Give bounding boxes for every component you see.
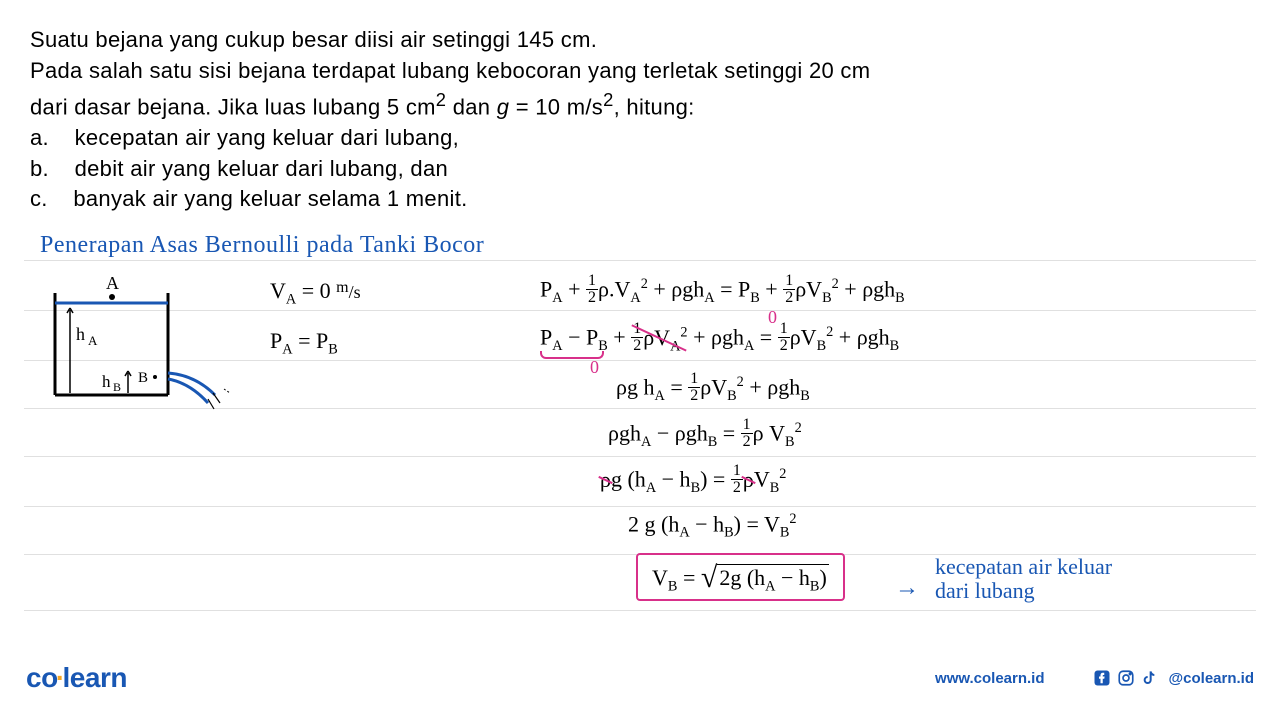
footer-right: www.colearn.id @colearn.id bbox=[935, 669, 1254, 687]
problem-line-1: Suatu bejana yang cukup besar diisi air … bbox=[30, 25, 870, 56]
eq-result: VB = √2g (hA − hB) bbox=[540, 553, 905, 585]
arrow-icon: → bbox=[895, 575, 919, 602]
svg-text:h: h bbox=[102, 372, 111, 391]
bernoulli-eq: PA + 12ρ.VA2 + ρghA = PB + 12ρVB2 + ρghB bbox=[540, 275, 905, 307]
eq-pa-pb: PA = PB bbox=[270, 328, 361, 360]
tank-diagram: A h A h B B bbox=[40, 275, 230, 415]
footer: co·learn www.colearn.id @colearn.id bbox=[0, 662, 1280, 694]
eq-step6: 2 g (hA − hB) = VB2 bbox=[540, 511, 905, 543]
result-annotation: kecepatan air keluar dari lubang bbox=[935, 555, 1112, 603]
footer-url: www.colearn.id bbox=[935, 670, 1044, 687]
problem-line-3: dari dasar bejana. Jika luas lubang 5 cm… bbox=[30, 87, 870, 123]
svg-text:A: A bbox=[88, 333, 98, 348]
eq-step4: ρghA − ρghB = 12ρ VB2 bbox=[540, 419, 905, 451]
eq-va: VA = 0 m/s bbox=[270, 278, 361, 310]
eq-step2: PA − PB 0 + 12ρVA2 0 + ρghA = 12ρVB2 + ρ… bbox=[540, 323, 905, 355]
section-title: Penerapan Asas Bernoulli pada Tanki Boco… bbox=[40, 232, 484, 259]
left-equations: VA = 0 m/s PA = PB bbox=[270, 278, 361, 364]
instagram-icon bbox=[1117, 669, 1135, 687]
svg-text:B: B bbox=[138, 370, 148, 386]
tiktok-icon bbox=[1141, 669, 1157, 687]
eq-step5: ρg (hA − hB) = 12ρVB2 bbox=[540, 465, 905, 497]
svg-text:B: B bbox=[113, 380, 121, 394]
problem-item-c: c. banyak air yang keluar selama 1 menit… bbox=[30, 184, 870, 215]
svg-text:A: A bbox=[106, 275, 119, 293]
colearn-logo: co·learn bbox=[26, 662, 127, 694]
right-equations: PA + 12ρ.VA2 + ρghA = PB + 12ρVB2 + ρghB… bbox=[540, 275, 905, 589]
rule-line bbox=[24, 260, 1256, 261]
facebook-icon bbox=[1093, 669, 1111, 687]
footer-handle: @colearn.id bbox=[1169, 670, 1254, 687]
problem-item-a: a. kecepatan air yang keluar dari lubang… bbox=[30, 123, 870, 154]
social-icons bbox=[1093, 669, 1157, 687]
svg-text:h: h bbox=[76, 324, 85, 344]
problem-line-2: Pada salah satu sisi bejana terdapat lub… bbox=[30, 56, 870, 87]
rule-line bbox=[24, 610, 1256, 611]
problem-item-b: b. debit air yang keluar dari lubang, da… bbox=[30, 154, 870, 185]
problem-statement: Suatu bejana yang cukup besar diisi air … bbox=[30, 25, 870, 215]
eq-step3: ρg hA = 12ρVB2 + ρghB bbox=[540, 373, 905, 405]
